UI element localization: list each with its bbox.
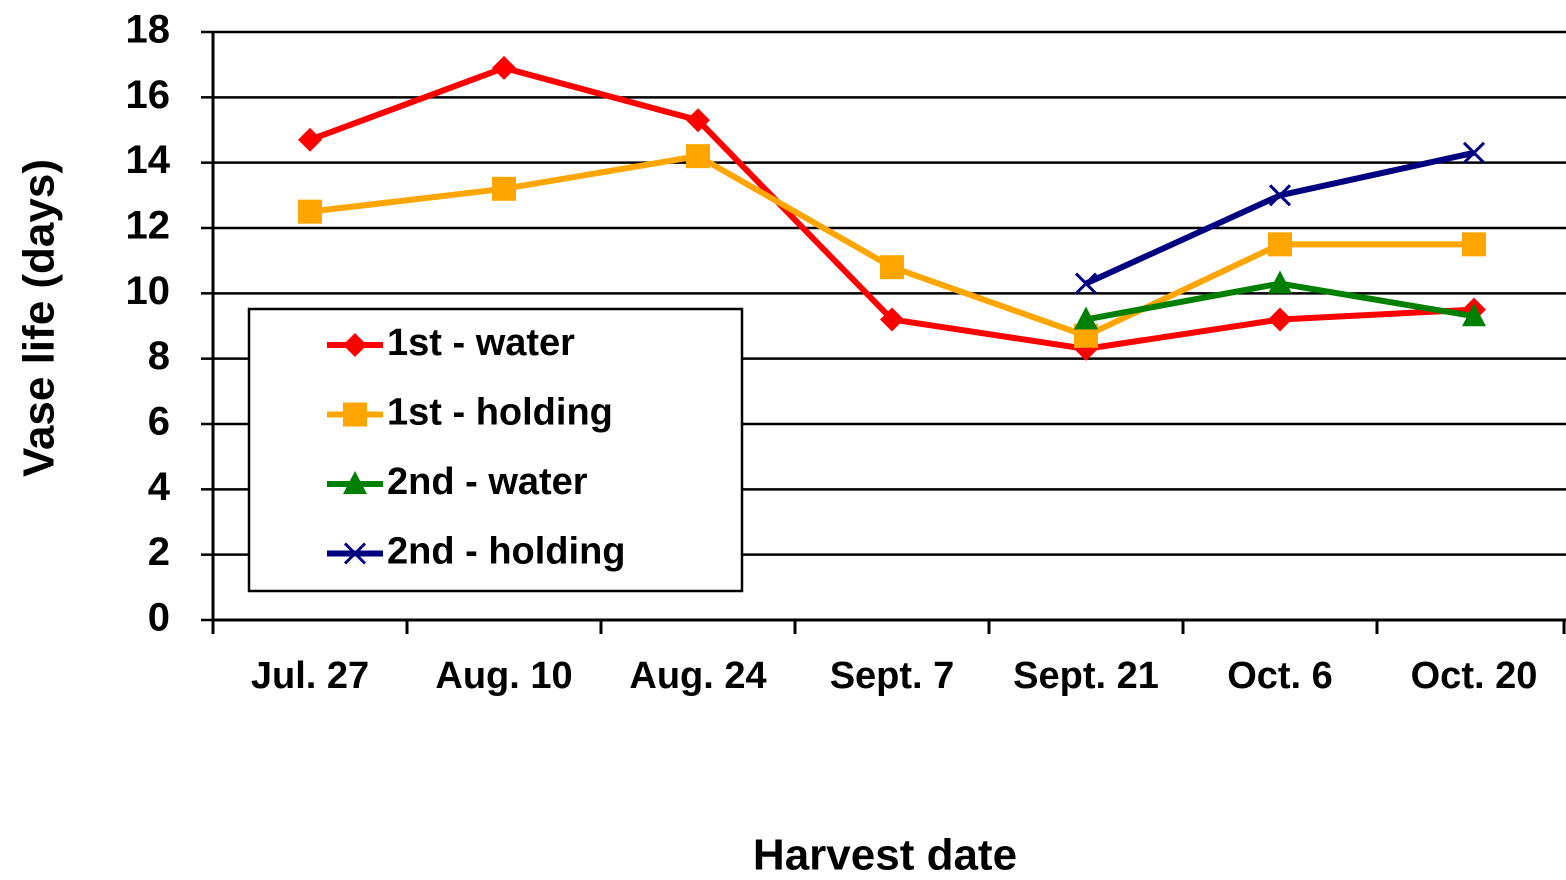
marker [1462, 141, 1486, 164]
marker [880, 307, 904, 332]
x-axis-title: Harvest date [753, 831, 1017, 880]
y-tick-label: 16 [126, 73, 171, 117]
marker [343, 333, 367, 357]
y-axis-title: Vase life (days) [15, 159, 64, 477]
marker [880, 255, 904, 280]
series-line [1084, 149, 1475, 287]
marker [686, 144, 710, 169]
legend-label: 1st - holding [387, 392, 613, 434]
marker [298, 199, 322, 224]
marker [1268, 232, 1292, 257]
legend-box [247, 307, 744, 593]
legend-label: 1st - water [387, 322, 575, 364]
y-tick-label: 12 [126, 204, 171, 248]
y-tick-label: 2 [148, 530, 170, 574]
x-tick-label: Sept. 7 [830, 655, 955, 697]
marker [1074, 306, 1098, 330]
y-tick-label: 6 [148, 400, 170, 444]
y-tick-label: 0 [148, 596, 170, 640]
y-tick-label: 10 [126, 269, 171, 313]
marker [1462, 303, 1486, 327]
y-tick-label: 8 [148, 334, 170, 378]
marker [343, 402, 367, 427]
marker [1268, 307, 1292, 332]
marker [298, 127, 322, 152]
y-tick-label: 4 [148, 465, 171, 509]
marker [686, 108, 710, 133]
x-tick-label: Oct. 6 [1227, 655, 1333, 697]
marker [492, 55, 516, 80]
marker [1268, 270, 1292, 294]
marker [343, 542, 367, 565]
marker [492, 176, 516, 201]
legend-label: 2nd - holding [387, 531, 626, 573]
y-tick-label: 18 [126, 8, 171, 52]
marker [343, 471, 367, 494]
x-tick-label: Sept. 21 [1013, 655, 1159, 697]
x-tick-label: Aug. 24 [629, 655, 766, 697]
marker [1074, 272, 1098, 295]
x-tick-label: Jul. 27 [251, 655, 369, 697]
marker [1268, 184, 1292, 207]
y-tick-label: 14 [126, 138, 171, 182]
series-line [308, 64, 1475, 352]
legend-label: 2nd - water [387, 461, 588, 503]
x-tick-label: Aug. 10 [435, 655, 572, 697]
x-tick-label: Oct. 20 [1411, 655, 1538, 697]
marker [1462, 232, 1486, 257]
